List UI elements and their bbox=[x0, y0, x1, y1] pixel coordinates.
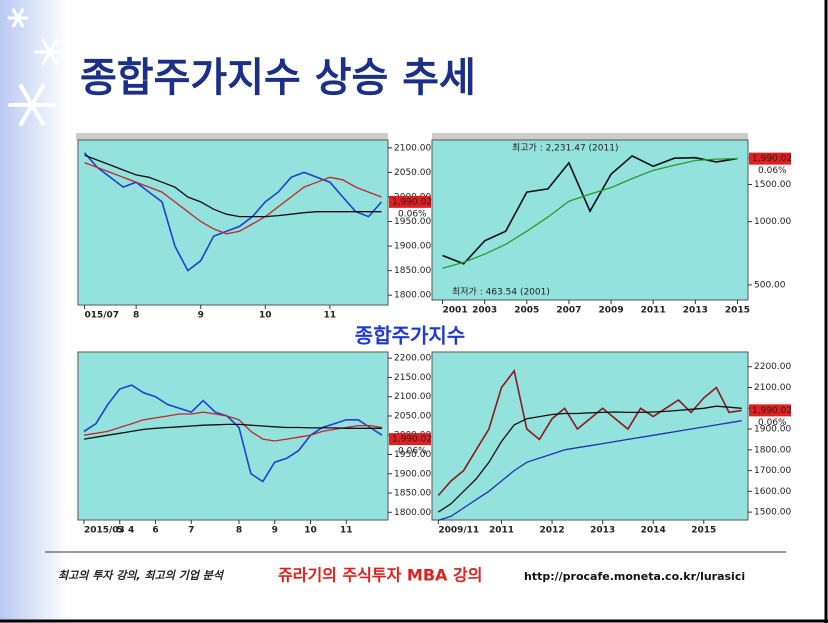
x-tick-label: 2007 bbox=[556, 306, 581, 316]
footer-tagline: 최고의 투자 강의, 최고의 기업 분석 bbox=[58, 569, 225, 582]
x-tick-label: 6 bbox=[152, 526, 158, 536]
panel-label: 종합주가지수 bbox=[355, 324, 465, 348]
x-tick-label: 10 bbox=[259, 311, 272, 321]
y-tick-label: 1800.00 bbox=[394, 508, 431, 518]
y-tick-label: 2150.00 bbox=[394, 373, 431, 383]
y-tick-label: 2100.00 bbox=[754, 383, 791, 393]
x-tick-label: 2005 bbox=[514, 306, 539, 316]
plot-area bbox=[77, 351, 389, 521]
y-tick-label: 1950.00 bbox=[394, 450, 431, 460]
price-change: 0.06% bbox=[758, 418, 787, 428]
y-tick-label: 1950.00 bbox=[394, 217, 431, 227]
plot-area bbox=[77, 139, 389, 306]
price-tag bbox=[749, 404, 791, 417]
price-tag-label: 1,990.02 bbox=[392, 435, 432, 445]
price-tag-label: 1,990.02 bbox=[752, 154, 792, 164]
series-line bbox=[83, 384, 383, 483]
series-line bbox=[442, 154, 738, 265]
x-tick-label: 2011 bbox=[489, 526, 514, 536]
series-line bbox=[437, 369, 742, 497]
x-tick-label: 015/07 bbox=[84, 311, 119, 321]
y-tick-label: 1800.00 bbox=[754, 445, 791, 455]
series-line bbox=[442, 157, 738, 269]
y-tick-label: 1800.00 bbox=[394, 291, 431, 301]
x-tick-label: 2014 bbox=[641, 526, 666, 536]
x-tick-label: 2012 bbox=[540, 526, 565, 536]
x-tick-label: 2013 bbox=[683, 306, 708, 316]
snowflakes bbox=[7, 8, 66, 126]
y-tick-label: 1900.00 bbox=[394, 242, 431, 252]
y-tick-label: 2100.00 bbox=[394, 392, 431, 402]
x-tick-label: 2001 bbox=[443, 306, 468, 316]
price-tag-label: 1,990.02 bbox=[392, 197, 432, 207]
price-tag bbox=[749, 152, 791, 165]
x-tick-label: 2015/03 4 bbox=[84, 526, 134, 536]
price-change: 0.06% bbox=[398, 447, 427, 457]
y-tick-label: 2100.00 bbox=[394, 143, 431, 153]
toolbar bbox=[432, 133, 748, 140]
x-tick-label: 11 bbox=[324, 311, 337, 321]
x-tick-label: 11 bbox=[340, 526, 353, 536]
series-line bbox=[438, 420, 742, 522]
x-tick-label: 2013 bbox=[590, 526, 615, 536]
y-tick-label: 500.00 bbox=[754, 280, 786, 290]
price-tag bbox=[389, 433, 431, 446]
series-line bbox=[83, 411, 383, 442]
series-line bbox=[437, 405, 742, 513]
x-tick-label: 9 bbox=[198, 311, 204, 321]
price-change: 0.06% bbox=[398, 209, 427, 219]
y-tick-label: 1500.00 bbox=[754, 508, 791, 518]
annotation: 최고가 : 2,231.47 (2011) bbox=[512, 143, 618, 154]
price-tag bbox=[389, 195, 431, 208]
y-tick-label: 1600.00 bbox=[754, 487, 791, 497]
y-tick-label: 1700.00 bbox=[754, 466, 791, 476]
x-tick-label: 7 bbox=[188, 526, 194, 536]
y-tick-label: 1900.00 bbox=[754, 425, 791, 435]
x-tick-label: 2011 bbox=[641, 306, 666, 316]
series-line bbox=[83, 152, 383, 272]
series-line bbox=[83, 423, 382, 440]
y-tick-label: 1900.00 bbox=[394, 469, 431, 479]
x-tick-label: 2015 bbox=[725, 306, 750, 316]
x-tick-label: 8 bbox=[133, 311, 139, 321]
series-line bbox=[84, 161, 382, 235]
price-change: 0.06% bbox=[758, 166, 787, 176]
x-tick-label: 2015 bbox=[691, 526, 716, 536]
toolbar bbox=[76, 133, 388, 140]
plot-area bbox=[431, 351, 749, 521]
x-tick-label: 8 bbox=[236, 526, 242, 536]
side-strip bbox=[0, 0, 68, 623]
slide-title: 종합주가지수 상승 추세 bbox=[80, 55, 476, 101]
y-tick-label: 1000.00 bbox=[754, 217, 791, 227]
x-tick-label: 2009/11 bbox=[438, 526, 479, 536]
footer-course: 쥬라기의 주식투자 MBA 강의 bbox=[278, 566, 482, 585]
y-tick-label: 2050.00 bbox=[394, 411, 431, 421]
x-tick-label: 2003 bbox=[472, 306, 497, 316]
series-line bbox=[84, 154, 382, 218]
y-tick-label: 2200.00 bbox=[394, 354, 431, 364]
x-tick-label: 5 bbox=[117, 526, 123, 536]
y-tick-label: 1500.00 bbox=[754, 180, 791, 190]
y-tick-label: 2200.00 bbox=[754, 362, 791, 372]
footer-url: http://procafe.moneta.co.kr/lurasici bbox=[524, 570, 745, 583]
y-tick-label: 1850.00 bbox=[394, 489, 431, 499]
y-tick-label: 1850.00 bbox=[394, 266, 431, 276]
x-tick-label: 9 bbox=[272, 526, 278, 536]
y-tick-label: 2050.00 bbox=[394, 168, 431, 178]
plot-area bbox=[431, 139, 749, 301]
x-tick-label: 10 bbox=[304, 526, 317, 536]
annotation: 최저가 : 463.54 (2001) bbox=[452, 287, 550, 298]
price-tag-label: 1,990.02 bbox=[752, 406, 792, 416]
x-tick-label: 2009 bbox=[599, 306, 624, 316]
